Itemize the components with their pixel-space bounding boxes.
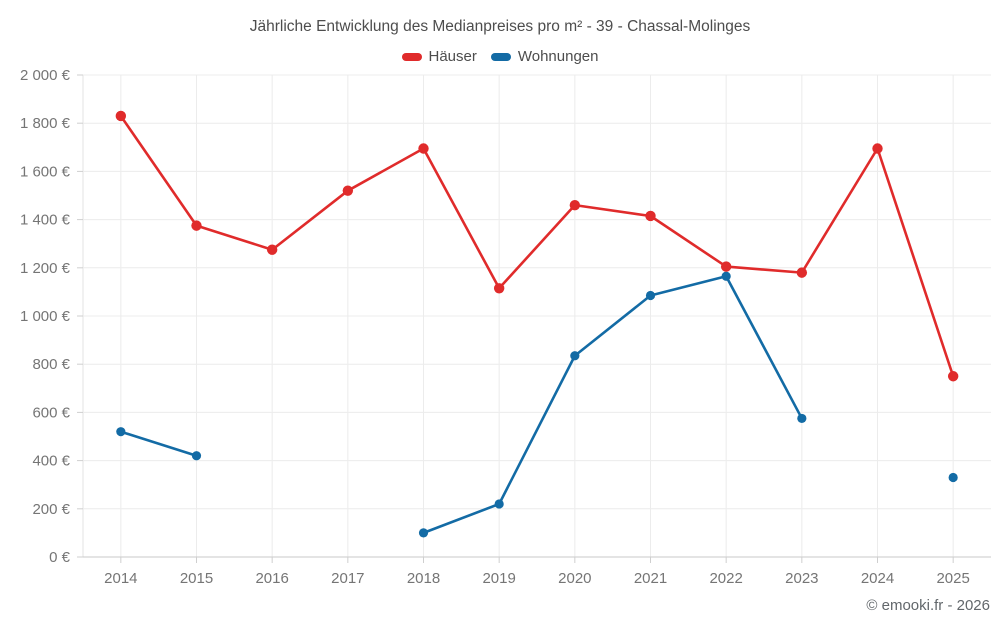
x-axis-label: 2016 [255, 570, 288, 587]
x-axis-label: 2017 [331, 570, 364, 587]
series-line-haeuser [119, 114, 955, 378]
data-point-haeuser-2015[interactable] [191, 220, 202, 231]
y-axis-label: 200 € [32, 501, 70, 518]
y-axis-label: 0 € [49, 549, 71, 566]
chart-title: Jährliche Entwicklung des Medianpreises … [249, 18, 751, 35]
data-point-wohnungen-2021[interactable] [645, 290, 656, 301]
x-axis-label: 2021 [634, 570, 667, 587]
x-axis-label: 2020 [558, 570, 591, 587]
haeuser-legend-swatch [401, 52, 422, 61]
data-point-haeuser-2018[interactable] [418, 143, 429, 154]
x-axis-label: 2019 [482, 570, 515, 587]
data-point-haeuser-2021[interactable] [645, 210, 656, 222]
copyright-footer: © emooki.fr - 2026 [866, 597, 990, 614]
data-point-wohnungen-2014[interactable] [116, 427, 126, 437]
data-point-wohnungen-2020[interactable] [570, 351, 580, 361]
data-point-haeuser-2020[interactable] [569, 199, 581, 211]
x-axis-label: 2024 [861, 570, 894, 587]
chart-legend: Häuser Wohnungen [0, 48, 1000, 65]
x-axis-label: 2018 [407, 570, 440, 587]
series-line-wohnungen [422, 274, 804, 535]
haeuser-legend-label: Häuser [428, 48, 477, 65]
data-point-haeuser-2023[interactable] [796, 267, 808, 278]
y-axis-label: 1 800 € [20, 115, 71, 132]
legend-item-haeuser[interactable]: Häuser [401, 48, 477, 65]
data-point-wohnungen-2015[interactable] [191, 451, 202, 461]
y-axis-label: 1 400 € [20, 212, 71, 229]
data-point-haeuser-2016[interactable] [266, 244, 278, 255]
x-axis-label: 2025 [936, 570, 969, 587]
y-axis-label: 800 € [32, 356, 70, 373]
y-axis-label: 1 600 € [20, 163, 71, 180]
legend-item-wohnungen[interactable]: Wohnungen [490, 48, 599, 65]
x-axis-label: 2014 [104, 570, 137, 587]
x-axis-label: 2022 [709, 570, 742, 587]
data-point-wohnungen-2022[interactable] [721, 271, 731, 281]
data-point-wohnungen-2018[interactable] [418, 528, 429, 538]
wohnungen-legend-label: Wohnungen [517, 48, 599, 65]
data-point-wohnungen-2019[interactable] [494, 499, 504, 509]
x-axis-label: 2023 [785, 570, 818, 587]
y-axis-label: 2 000 € [20, 67, 71, 84]
data-point-haeuser-2019[interactable] [493, 283, 505, 294]
series-line-wohnungen [119, 430, 198, 458]
y-axis-label: 1 000 € [20, 308, 71, 325]
data-point-haeuser-2017[interactable] [342, 185, 354, 196]
data-point-haeuser-2022[interactable] [720, 261, 732, 272]
x-axis-label: 2015 [180, 570, 213, 587]
y-axis-label: 400 € [32, 453, 70, 470]
data-point-wohnungen-2023[interactable] [797, 413, 807, 424]
data-point-haeuser-2025[interactable] [947, 371, 959, 382]
y-axis-label: 1 200 € [20, 260, 71, 277]
y-axis-label: 600 € [32, 404, 70, 421]
wohnungen-legend-swatch [490, 52, 511, 61]
data-point-haeuser-2024[interactable] [872, 143, 883, 154]
data-point-haeuser-2014[interactable] [115, 110, 127, 122]
data-point-wohnungen-2025[interactable] [948, 472, 958, 483]
